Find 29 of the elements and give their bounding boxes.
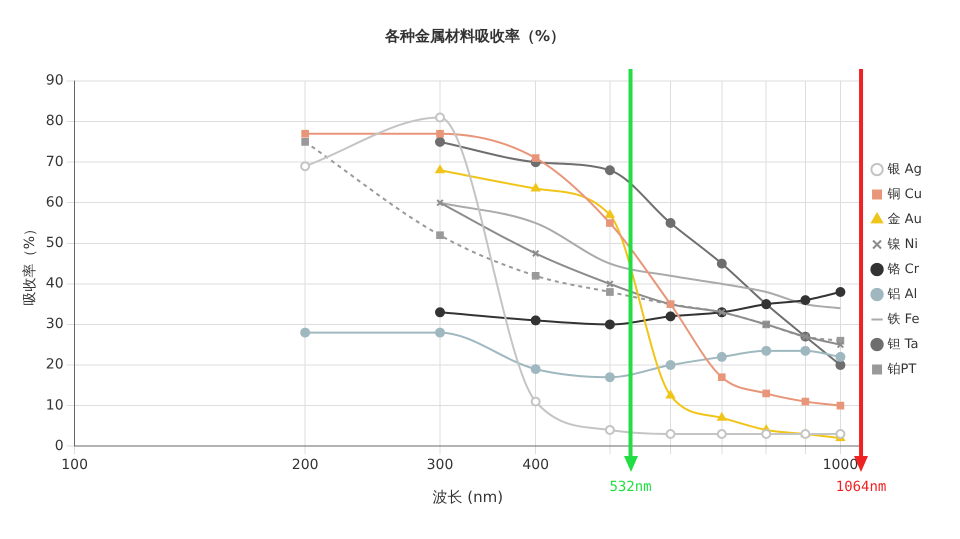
y-tick-label: 30 — [46, 316, 64, 332]
y-tick-label: 90 — [46, 72, 64, 89]
legend-label: 铬 Cr — [886, 262, 920, 277]
legend-label: 铝 Al — [886, 286, 918, 302]
chart-title: 各种金属材料吸收率（%） — [384, 26, 566, 45]
y-tick-label: 10 — [46, 397, 64, 414]
y-tick-label: 0 — [54, 438, 64, 454]
legend-label: 金 Au — [888, 212, 922, 227]
legend-label: 铂PT — [886, 362, 916, 377]
legend-label: 银 Ag — [886, 162, 922, 177]
x-axis-title: 波长 (nm) — [432, 488, 504, 506]
x-tick-label: 400 — [522, 457, 550, 474]
y-tick-label: 80 — [46, 113, 64, 130]
legend-label: 铜 Cu — [886, 186, 922, 202]
y-tick-label: 50 — [46, 234, 64, 251]
ref-line-label: 532nm — [609, 478, 652, 495]
y-tick-label: 60 — [46, 194, 64, 210]
y-tick-label: 70 — [46, 154, 64, 170]
y-tick-label: 20 — [46, 356, 64, 373]
y-axis-title: 吸收率（%） — [22, 222, 38, 306]
ref-line-label: 1064nm — [836, 478, 886, 495]
legend-label: 镍 Ni — [886, 236, 918, 252]
y-tick-label: 40 — [46, 276, 64, 292]
x-tick-label: 300 — [426, 457, 454, 474]
x-tick-label: 200 — [292, 457, 319, 474]
x-tick-label: 1000 — [822, 457, 858, 474]
x-tick-label: 100 — [61, 457, 88, 474]
legend-label: 钽 Ta — [886, 336, 918, 352]
legend-label: 铁 Fe — [886, 312, 920, 327]
